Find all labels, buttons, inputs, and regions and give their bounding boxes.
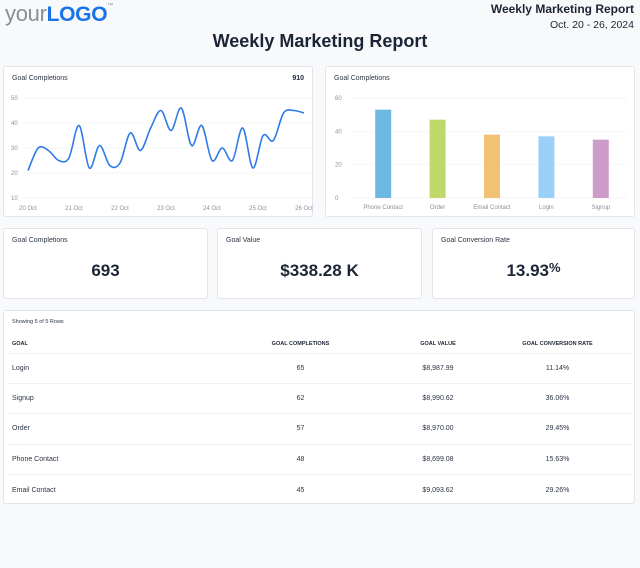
column-header[interactable]: GOAL COMPLETIONS <box>208 335 393 354</box>
table-cell: 11.14% <box>483 353 632 384</box>
table-cell: Email Contact <box>12 486 56 494</box>
y-tick-label: 40 <box>335 129 342 135</box>
kpi-goal-value: Goal Value $338.28 K <box>217 228 422 299</box>
kpi-value: 693 <box>91 261 120 280</box>
table-cell: 65 <box>208 353 393 384</box>
table-row: Signup 62 $8,990.62 36.06% <box>8 383 632 415</box>
table-cell: 15.63% <box>483 444 632 476</box>
table-cell: 29.26% <box>545 486 570 494</box>
chart-title: Goal Completions <box>334 75 390 82</box>
x-tick-label: 24 Oct <box>203 206 221 212</box>
x-tick-label: 22 Oct <box>111 206 129 212</box>
table-cell: 29.45% <box>483 413 632 445</box>
x-tick-label: 25 Oct <box>249 206 267 212</box>
line-chart: 10 20 30 40 50 20 Oct 21 Oct 22 Oct 23 Oct 24 Oct… <box>11 96 313 212</box>
line-chart-card: Goal Completions 910 10 20 30 40 50 20 Oct 21 … <box>3 66 313 217</box>
x-tick-label: 26 Oct <box>295 206 313 212</box>
y-tick-label: 0 <box>335 196 339 202</box>
kpi-goal-completions: Goal Completions 693 <box>3 228 208 299</box>
y-tick-label: 10 <box>11 196 18 202</box>
logo: yourLOGO™ <box>5 1 113 26</box>
table-cell: Signup <box>8 383 208 415</box>
table-cell: $8,970.00 <box>393 413 483 445</box>
y-tick-label: 20 <box>11 171 18 177</box>
table-cell: $8,699.08 <box>393 444 483 476</box>
bar-order <box>429 119 446 198</box>
kpi-goal-conversion-rate: Goal Conversion Rate 13.93% <box>432 228 635 299</box>
x-tick-label: Login <box>539 205 554 211</box>
table-cell: $9,093.62 <box>422 486 454 494</box>
x-tick-label: Email Contact <box>473 205 511 211</box>
bar-email-contact <box>484 134 500 198</box>
bar-chart-card: Goal Completions 0 20 40 60 Phone Contact Ord… <box>325 66 635 217</box>
column-header[interactable]: GOAL VALUE <box>393 335 483 354</box>
x-tick-label: 21 Oct <box>65 206 83 212</box>
bar-phone-contact <box>375 109 392 198</box>
table-row: Order 57 $8,970.00 29.45% <box>8 413 632 445</box>
y-tick-label: 60 <box>335 96 342 102</box>
report-title: Weekly Marketing Report <box>490 2 634 16</box>
x-tick-label: Phone Contact <box>363 205 403 211</box>
table-cell: Phone Contact <box>8 444 208 476</box>
date-range: Oct. 20 - 26, 2024 <box>549 19 634 31</box>
bar-chart: 0 20 40 60 Phone Contact Order Email Contact Lo… <box>335 96 628 211</box>
table-row: Login 65 $8,987.99 11.14% <box>8 353 632 384</box>
table-cell: 62 <box>208 383 393 415</box>
page-title: Weekly Marketing Report <box>212 31 428 51</box>
kpi-label: Goal Conversion Rate <box>441 237 510 244</box>
goals-table-card: Showing 5 of 5 Rows GOAL GOAL COMPLETION… <box>3 310 635 504</box>
y-tick-label: 20 <box>335 163 342 169</box>
table-cell: Login <box>8 353 208 384</box>
report-header: Weekly Marketing Report Oct. 20 - 26, 20… <box>491 2 634 31</box>
kpi-value: 13.93% <box>506 260 561 280</box>
table-cell: 45 <box>296 486 305 494</box>
bar-signup <box>592 139 609 198</box>
x-tick-label: 20 Oct <box>19 206 37 212</box>
table-cell: $8,990.62 <box>393 383 483 415</box>
chart-total: 910 <box>292 75 304 82</box>
table-row: Email Contact 45 $9,093.62 29.26% <box>8 475 632 505</box>
chart-title: Goal Completions <box>12 75 68 82</box>
series-line <box>27 107 305 171</box>
table-cell: Order <box>8 413 208 445</box>
kpi-label: Goal Value <box>226 237 261 244</box>
table-cell: 57 <box>208 413 393 445</box>
column-header[interactable]: GOAL CONVERSION RATE <box>483 335 632 354</box>
table-cell: 36.06% <box>483 383 632 415</box>
table-header-row: GOAL GOAL COMPLETIONS GOAL VALUE GOAL CO… <box>8 335 632 354</box>
y-tick-label: 30 <box>11 146 18 152</box>
table-cell: $8,987.99 <box>393 353 483 384</box>
bar-login <box>538 136 555 198</box>
x-tick-label: Signup <box>591 205 610 211</box>
rows-info: Showing 5 of 5 Rows <box>12 319 64 325</box>
x-tick-label: Order <box>430 205 445 211</box>
x-tick-label: 23 Oct <box>157 206 175 212</box>
kpi-label: Goal Completions <box>12 237 68 244</box>
y-tick-label: 40 <box>11 121 18 127</box>
table-cell: 48 <box>208 444 393 476</box>
column-header[interactable]: GOAL <box>8 335 208 354</box>
kpi-value: $338.28 K <box>280 261 359 280</box>
table-row: Phone Contact 48 $8,699.08 15.63% <box>8 444 632 476</box>
goals-table: GOAL GOAL COMPLETIONS GOAL VALUE GOAL CO… <box>8 335 632 505</box>
y-tick-label: 50 <box>11 96 18 102</box>
